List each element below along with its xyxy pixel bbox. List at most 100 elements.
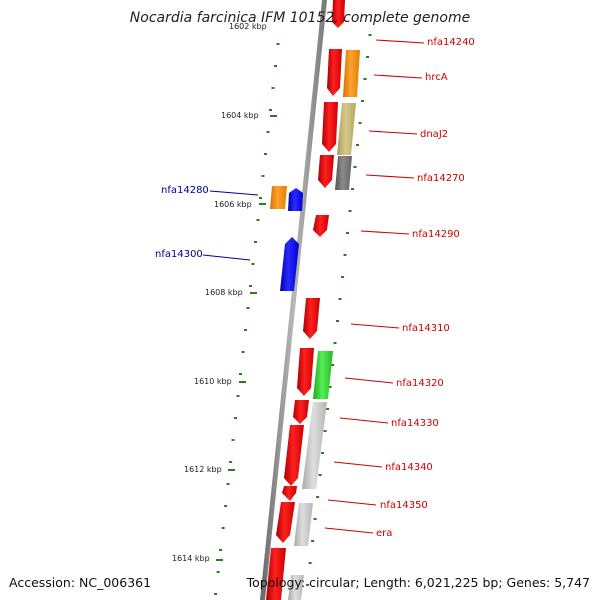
leader-line — [324, 527, 374, 534]
scale-dot — [246, 307, 250, 309]
feature-bottom-block[interactable] — [288, 575, 304, 600]
tick-label: 1602 kbp — [229, 22, 267, 31]
gene-label[interactable]: dnaJ2 — [420, 129, 448, 140]
gene-nfa14270[interactable] — [318, 155, 334, 188]
scale-dot — [256, 219, 260, 221]
map-title: Nocardia farcinica IFM 10152, complete g… — [129, 10, 471, 26]
leader-line — [350, 323, 400, 329]
gene-nfa14340[interactable] — [284, 425, 304, 486]
tick-label: 1608 kbp — [205, 288, 243, 297]
gene-hrcA[interactable] — [343, 50, 360, 97]
scale-dot — [239, 373, 242, 375]
gene-nfa14300[interactable] — [280, 237, 299, 291]
gene-label[interactable]: nfa14320 — [396, 378, 444, 389]
scale-dot — [224, 505, 228, 507]
scale-dot — [254, 241, 257, 243]
scale-dot — [321, 452, 325, 454]
gene-nfa14230[interactable] — [332, 0, 345, 28]
leader-line — [373, 74, 423, 79]
feature-nfa14280-block[interactable] — [270, 186, 287, 209]
leader-line — [209, 190, 259, 196]
gene-label[interactable]: nfa14350 — [380, 500, 428, 511]
gene-label[interactable]: nfa14330 — [391, 418, 439, 429]
scale-dot — [259, 197, 262, 199]
scale-dot — [274, 65, 277, 67]
scale-dot — [318, 474, 322, 476]
scale-dot — [331, 364, 335, 366]
scale-dot — [244, 329, 247, 331]
scale-dot — [346, 232, 349, 234]
scale-dot — [361, 100, 364, 102]
scale-dot — [328, 386, 332, 388]
gene-nfa14280[interactable] — [288, 188, 303, 211]
scale-dot — [343, 254, 347, 256]
gene-label[interactable]: nfa14270 — [417, 173, 465, 184]
scale-dot — [366, 56, 369, 58]
scale-dot — [356, 144, 359, 146]
gene-labels: nfa14240 hrcA dnaJ2 nfa14270 nfa14280 nf… — [155, 37, 475, 539]
feature-nfa14270-block[interactable] — [335, 156, 352, 190]
gene-label[interactable]: nfa14310 — [402, 323, 450, 334]
scale-dot — [276, 43, 280, 45]
feature-nfa14330-block[interactable] — [302, 402, 327, 489]
scale-dot — [271, 87, 275, 89]
tick-label: 1612 kbp — [184, 465, 222, 474]
tick-label: 1614 kbp — [172, 554, 210, 563]
gene-dnaJ2[interactable] — [322, 102, 338, 152]
gene-label[interactable]: nfa14290 — [412, 229, 460, 240]
scale-dot — [234, 417, 237, 419]
label-leaders — [202, 39, 425, 534]
scale-dot — [231, 439, 235, 441]
genome-backbone — [260, 0, 327, 600]
feature-era-block[interactable] — [294, 503, 313, 546]
gene-label[interactable]: era — [376, 528, 392, 539]
scale-dot — [326, 408, 330, 410]
leader-line — [360, 230, 410, 235]
gene-label[interactable]: nfa14300 — [155, 249, 203, 260]
scale-dot — [363, 78, 367, 80]
scale-dot — [216, 571, 220, 573]
gene-nfa14370[interactable] — [266, 548, 286, 600]
gene-label[interactable]: nfa14340 — [385, 462, 433, 473]
gene-nfa14240[interactable] — [327, 49, 342, 96]
gene-nfa14310[interactable] — [303, 298, 320, 339]
gene-nfa14320[interactable] — [297, 348, 314, 396]
scale-ticks: 1602 kbp 1604 kbp 1606 kbp 1608 kbp 1610… — [172, 22, 277, 563]
leader-line — [333, 461, 383, 468]
scale-dot — [338, 298, 342, 300]
scale-dot — [313, 518, 317, 520]
scale-dot — [368, 34, 372, 36]
tick-label: 1604 kbp — [221, 111, 259, 120]
feature-dnaJ2-block[interactable] — [337, 103, 356, 155]
feature-nfa14320-block[interactable] — [313, 351, 333, 399]
gene-nfa14290[interactable] — [313, 215, 329, 237]
scale-dot — [311, 540, 315, 542]
scale-dots — [214, 34, 372, 595]
scale-dot — [264, 153, 267, 155]
tick-label: 1606 kbp — [214, 200, 252, 209]
gene-nfa14350[interactable] — [282, 486, 297, 501]
accession-text: Accession: NC_006361 — [9, 575, 152, 590]
gene-label[interactable]: hrcA — [425, 72, 448, 83]
leader-line — [344, 377, 394, 384]
scale-dot — [266, 131, 270, 133]
gene-label[interactable]: nfa14240 — [427, 37, 475, 48]
gene-label[interactable]: nfa14280 — [161, 185, 209, 196]
leader-line — [339, 417, 389, 424]
scale-dot — [316, 496, 320, 498]
scale-dot — [236, 395, 240, 397]
scale-dot — [306, 584, 310, 586]
gene-era[interactable] — [276, 502, 295, 543]
scale-dot — [221, 527, 225, 529]
scale-dot — [351, 188, 354, 190]
tick-label: 1610 kbp — [194, 377, 232, 386]
scale-dot — [261, 175, 265, 177]
scale-dot — [333, 342, 337, 344]
gene-nfa14330[interactable] — [293, 400, 309, 424]
scale-dot — [241, 351, 245, 353]
scale-dot — [341, 276, 344, 278]
leader-line — [365, 174, 415, 179]
scale-dot — [336, 320, 339, 322]
leader-line — [368, 130, 418, 135]
